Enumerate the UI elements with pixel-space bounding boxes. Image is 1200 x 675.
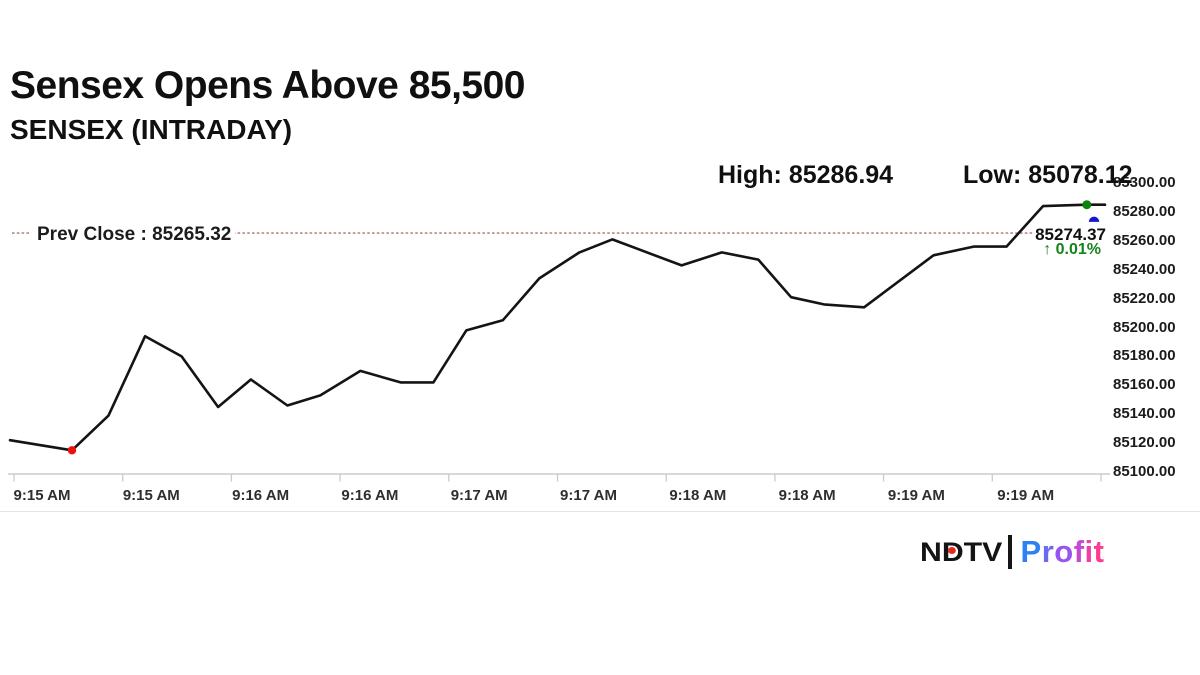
- y-axis-tick-label: 85240.00: [1113, 260, 1176, 278]
- x-axis-tick-label: 9:19 AM: [887, 487, 945, 504]
- x-axis-tick-label: 9:18 AM: [778, 487, 836, 504]
- profit-letter: r: [1041, 534, 1055, 569]
- y-axis-tick-label: 85140.00: [1113, 405, 1176, 423]
- y-axis-tick-label: 85300.00: [1113, 174, 1176, 191]
- profit-letter: t: [1093, 534, 1105, 569]
- y-axis-tick-label: 85160.00: [1113, 376, 1176, 394]
- profit-letter: f: [1073, 534, 1085, 569]
- ndtv-text: NDTV: [920, 536, 1003, 567]
- x-axis-tick-label: 9:16 AM: [232, 487, 290, 504]
- current-price-label: 85274.37: [1033, 225, 1108, 245]
- high-value-label: High: 85286.94: [718, 161, 894, 189]
- x-axis-tick-label: 9:17 AM: [450, 487, 508, 504]
- low-value-label: Low: 85078.12: [963, 161, 1133, 189]
- logo-separator-bar: [1007, 535, 1012, 569]
- x-axis-tick-label: 9:15 AM: [13, 487, 71, 504]
- y-axis-tick-label: 85200.00: [1113, 318, 1176, 336]
- y-axis-tick-label: 85120.00: [1113, 434, 1176, 452]
- y-axis-tick-label: 85180.00: [1113, 347, 1176, 365]
- ndtv-wordmark: NDTV: [920, 537, 1002, 568]
- x-axis-tick-label: 9:18 AM: [669, 487, 727, 504]
- session-low-marker: [67, 446, 77, 455]
- x-axis-tick-label: 9:19 AM: [997, 487, 1055, 504]
- chart-subtitle: SENSEX (INTRADAY): [10, 114, 293, 145]
- x-axis-tick-label: 9:16 AM: [341, 487, 399, 504]
- y-axis-tick-label: 85260.00: [1113, 231, 1176, 249]
- y-axis-tick-label: 85280.00: [1113, 202, 1176, 220]
- y-axis-tick-label: 85100.00: [1113, 463, 1176, 480]
- profit-letter: o: [1054, 534, 1074, 569]
- x-axis-tick-label: 9:17 AM: [560, 487, 617, 504]
- session-high-marker: [1082, 200, 1092, 210]
- last-price-marker: [1088, 216, 1100, 222]
- profit-letter: i: [1084, 534, 1094, 569]
- page-title: Sensex Opens Above 85,500: [10, 64, 526, 107]
- ndtv-red-dot-icon: [948, 546, 956, 554]
- x-axis-tick-label: 9:15 AM: [122, 487, 180, 504]
- current-change-label: ↑ 0.01%: [1043, 241, 1101, 258]
- y-axis-tick-label: 85220.00: [1113, 289, 1176, 307]
- profit-letter: P: [1020, 534, 1042, 569]
- prev-close-label: Prev Close : 85265.32: [33, 224, 236, 246]
- price-series-line: [8, 203, 1107, 452]
